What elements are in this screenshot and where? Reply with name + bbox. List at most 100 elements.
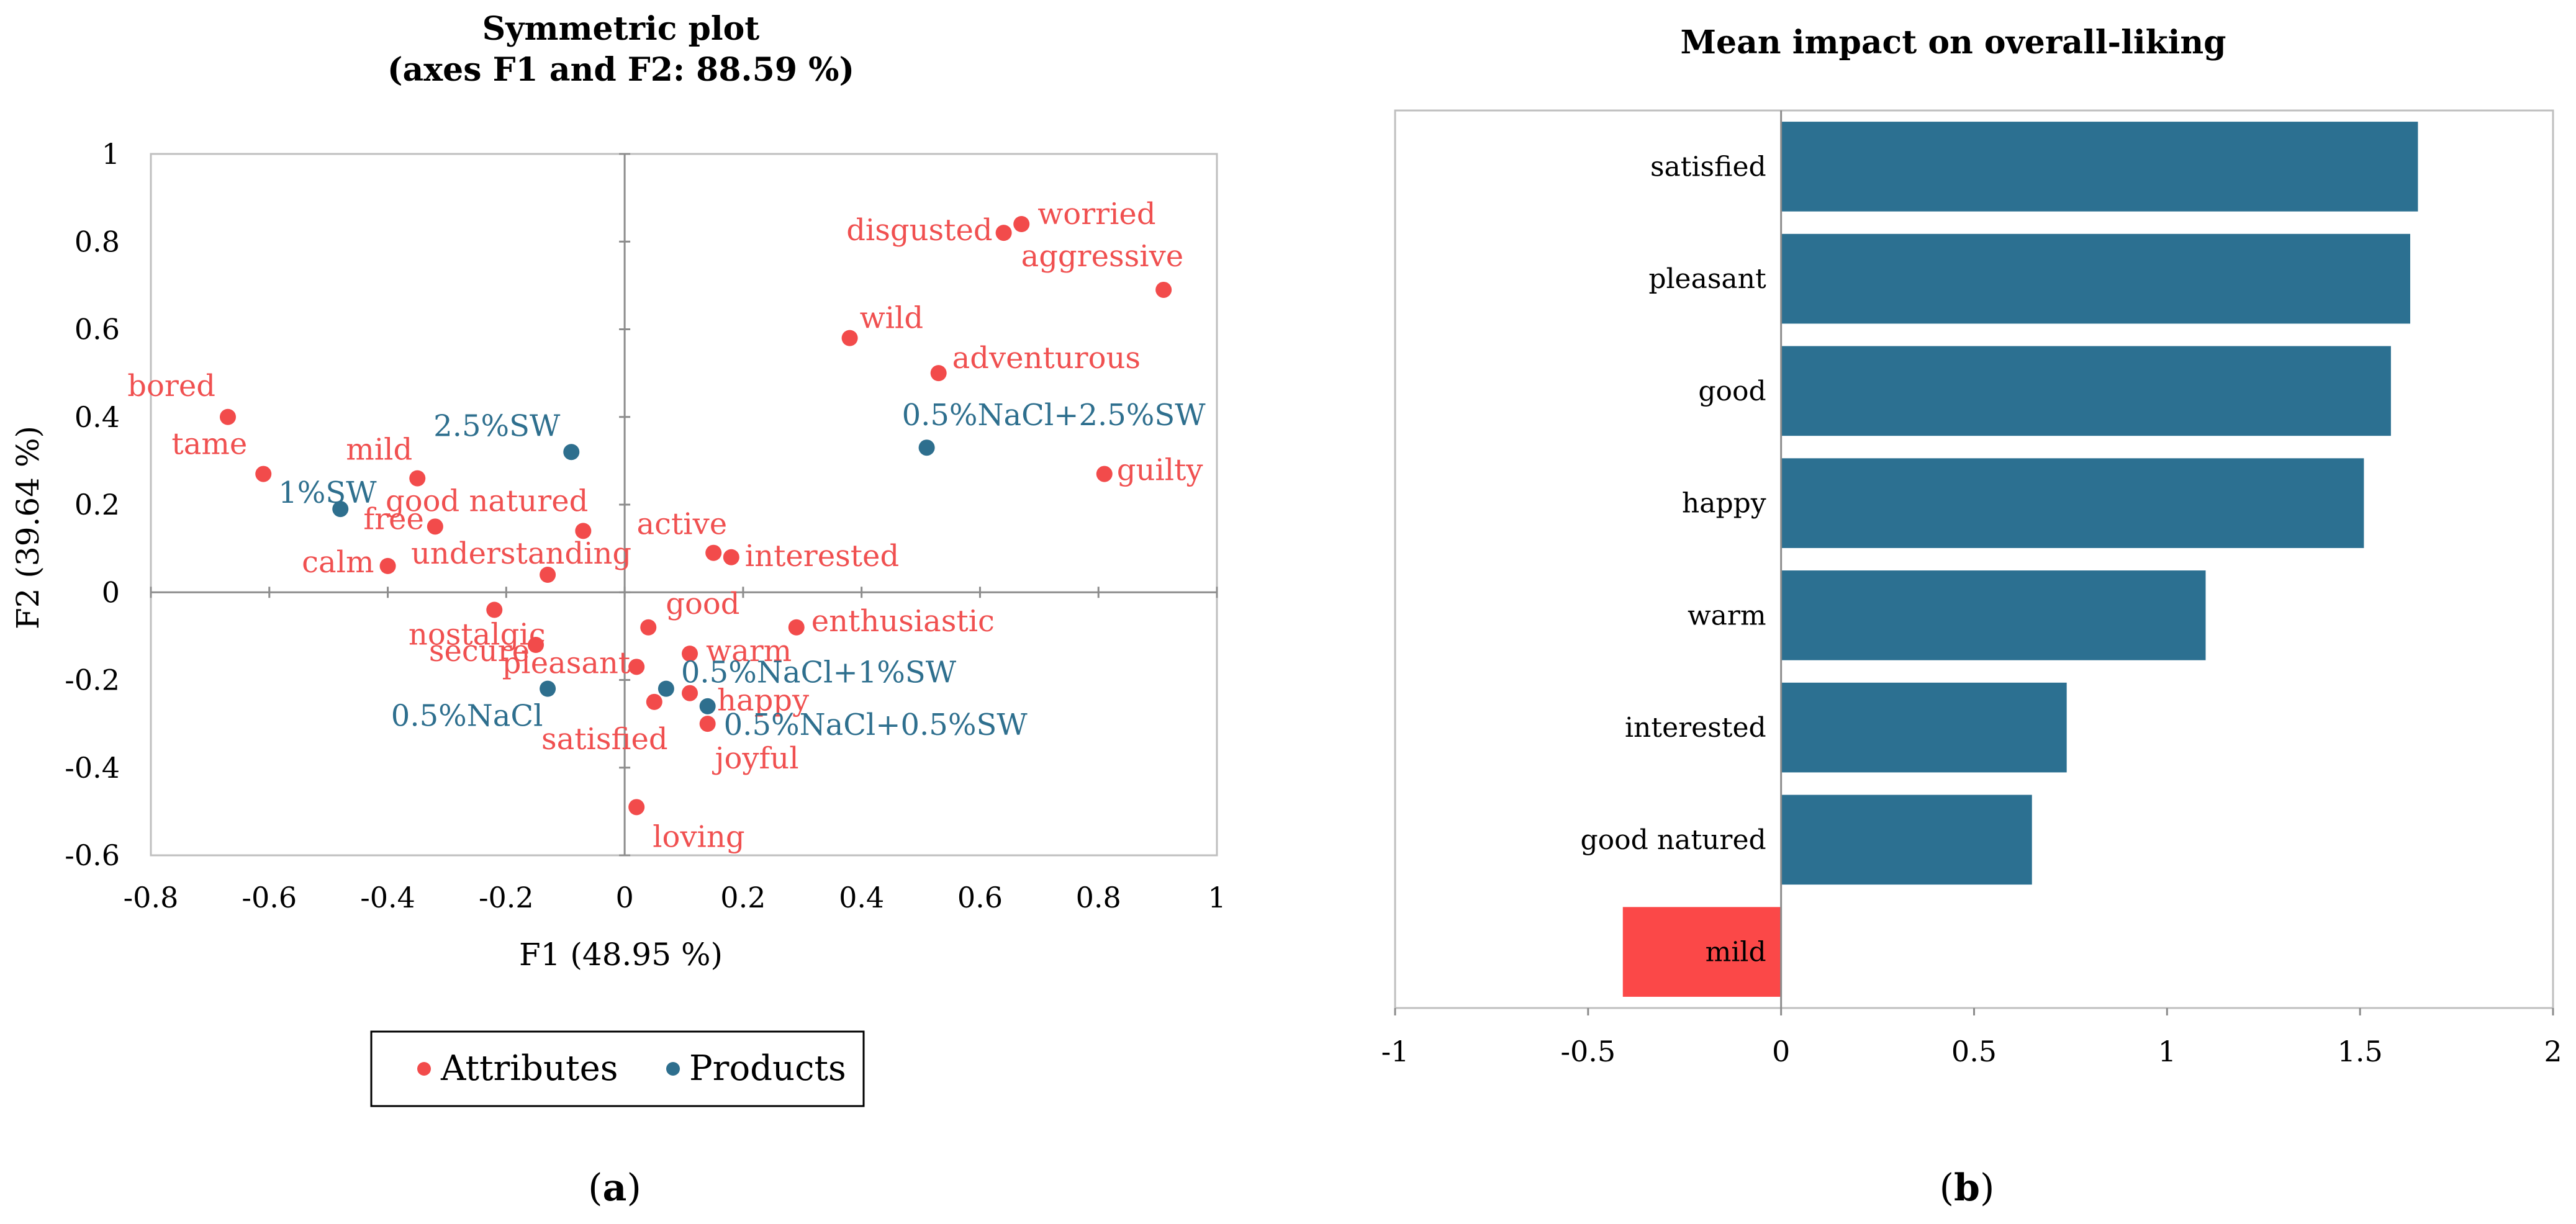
bar-x-tick-label: 0.5 (1951, 1035, 1997, 1068)
scatter-y-tick-label: 0 (102, 575, 120, 609)
point-enthusiastic (788, 619, 805, 636)
bar-x-tick-label: 1 (2158, 1035, 2176, 1068)
bar-pleasant (1781, 233, 2410, 324)
point-free (427, 518, 443, 535)
point-label-2-5-sw: 2.5%SW (433, 408, 561, 443)
point-label-enthusiastic: enthusiastic (811, 604, 995, 639)
point-guilty (1096, 466, 1113, 482)
panel-tag-b: (b) (1940, 1166, 1995, 1210)
point-tame (255, 466, 272, 482)
point-label-good: good (666, 587, 739, 621)
point-interested (723, 549, 739, 565)
bar-label-mild: mild (1706, 937, 1766, 968)
scatter-ticks: -0.8 -0.6 -0.4 -0.2 0 0.2 0.4 0.6 0.8 1-0.6-0.4-0… (65, 137, 1226, 914)
point-adventurous (930, 365, 947, 382)
point-mild (409, 470, 426, 487)
scatter-x-tick-label: 0.8 (1076, 881, 1121, 914)
point-understanding (540, 567, 556, 583)
scatter-x-tick-label: 0 (615, 881, 633, 914)
legend-box (370, 1030, 865, 1107)
point-wild (841, 330, 858, 346)
bar-x-tick-label: -1 (1381, 1035, 1409, 1068)
scatter-legend: Attributes Products (370, 1030, 865, 1107)
point-label-1-sw: 1%SW (278, 475, 377, 510)
bar-panel: Mean impact on overall-liking -1 -0.5 0 0.5… (1381, 24, 2562, 1210)
point-label-secure: secure (429, 634, 530, 668)
bar-interested (1781, 682, 2067, 773)
scatter-title: Symmetric plot (482, 10, 760, 48)
legend-products-label: Products (689, 1048, 846, 1089)
bar-x-tick-label: 2 (2544, 1035, 2562, 1068)
point-label-wild: wild (860, 301, 924, 336)
bar-ticks: -1 -0.5 0 0.5 1 1.5 2 (1381, 1008, 2562, 1068)
bar-good-natured (1781, 794, 2032, 885)
scatter-axes (150, 153, 1218, 857)
point-pleasant (628, 659, 645, 675)
point-label-joyful: joyful (712, 741, 799, 776)
scatter-y-tick-label: 0.8 (75, 225, 120, 258)
bar-label-happy: happy (1682, 488, 1766, 520)
scatter-y-tick-label: -0.6 (65, 839, 120, 872)
point-label-mild: mild (346, 433, 412, 467)
scatter-x-tick-label: -0.6 (242, 881, 297, 914)
scatter-y-tick-label: 0.2 (75, 488, 120, 521)
point-label-good-natured: good natured (386, 484, 588, 518)
scatter-xlabel: F1 (48.95 %) (519, 937, 723, 973)
point-secure (528, 637, 545, 653)
series-products: 2.5%SW 1%SW 0.5%NaCl+2.5%SW 0.5%NaCl+1%SW 0.… (278, 398, 1206, 742)
scatter-plot-area (150, 153, 1218, 857)
point-label-0-5-nacl-1-sw: 0.5%NaCl+1%SW (681, 655, 957, 690)
point-label-warm: warm (706, 634, 792, 668)
point-joyful (699, 716, 716, 732)
point-active (705, 544, 722, 561)
bar-title: Mean impact on overall-liking (1680, 24, 2226, 61)
point-warm (682, 646, 698, 662)
point-label-active: active (637, 507, 728, 542)
point-disgusted (995, 225, 1012, 241)
bar-x-tick-label: -0.5 (1560, 1035, 1616, 1068)
scatter-x-tick-label: 0.2 (720, 881, 766, 914)
scatter-x-tick-label: -0.4 (360, 881, 415, 914)
bar-mild (1622, 907, 1781, 997)
point-calm (379, 557, 396, 574)
point-0-5-nacl-2-5-sw (918, 439, 935, 456)
scatter-y-tick-label: 1 (102, 137, 120, 171)
legend-attributes-marker (417, 1062, 431, 1076)
point-happy (682, 685, 698, 701)
scatter-x-tick-label: -0.2 (479, 881, 534, 914)
bar-marks: satisfied pleasant good happy warm interested… (1581, 122, 2418, 997)
scatter-ylabel: F2 (39.64 %) (10, 426, 46, 629)
scatter-x-tick-label: 0.4 (839, 881, 884, 914)
point-label-loving: loving (653, 819, 744, 854)
point-2-5-sw (563, 444, 580, 461)
point-good (640, 619, 657, 636)
point-worried (1013, 216, 1030, 232)
point-label-guilty: guilty (1117, 453, 1203, 488)
point-label-adventurous: adventurous (952, 341, 1141, 376)
panel-tag-a: (a) (588, 1166, 641, 1210)
scatter-subtitle: (axes F1 and F2: 88.59 %) (387, 51, 854, 89)
point-label-understanding: understanding (411, 536, 631, 571)
bar-x-tick-label: 0 (1772, 1035, 1790, 1068)
bar-label-pleasant: pleasant (1648, 263, 1766, 295)
point-label-0-5-nacl: 0.5%NaCl (391, 699, 543, 734)
point-label-free: free (363, 502, 424, 536)
scatter-x-tick-label: 1 (1208, 881, 1226, 914)
point-label-disgusted: disgusted (846, 213, 992, 248)
bar-warm (1781, 570, 2206, 660)
point-label-calm: calm (302, 545, 374, 580)
scatter-panel: Symmetric plot (axes F1 and F2: 88.59 %)… (10, 10, 1226, 1210)
point-aggressive (1155, 281, 1172, 298)
scatter-y-tick-label: 0.6 (75, 313, 120, 346)
scatter-x-tick-label: 0.6 (957, 881, 1003, 914)
point-0-5-nacl-0-5-sw (699, 698, 716, 714)
point-good-natured (575, 523, 592, 539)
point-label-interested: interested (745, 539, 899, 574)
bar-label-good-natured: good natured (1581, 824, 1766, 856)
bar-label-interested: interested (1625, 712, 1766, 744)
scatter-y-tick-label: 0.4 (75, 400, 120, 434)
scatter-y-tick-label: -0.4 (65, 751, 120, 785)
scatter-x-tick-label: -0.8 (124, 881, 179, 914)
